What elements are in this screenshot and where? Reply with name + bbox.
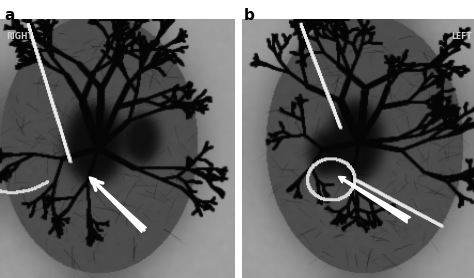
Text: a: a <box>5 8 15 23</box>
Text: b: b <box>244 8 255 23</box>
Text: RIGHT: RIGHT <box>6 32 33 41</box>
Text: LEFT: LEFT <box>451 32 472 41</box>
